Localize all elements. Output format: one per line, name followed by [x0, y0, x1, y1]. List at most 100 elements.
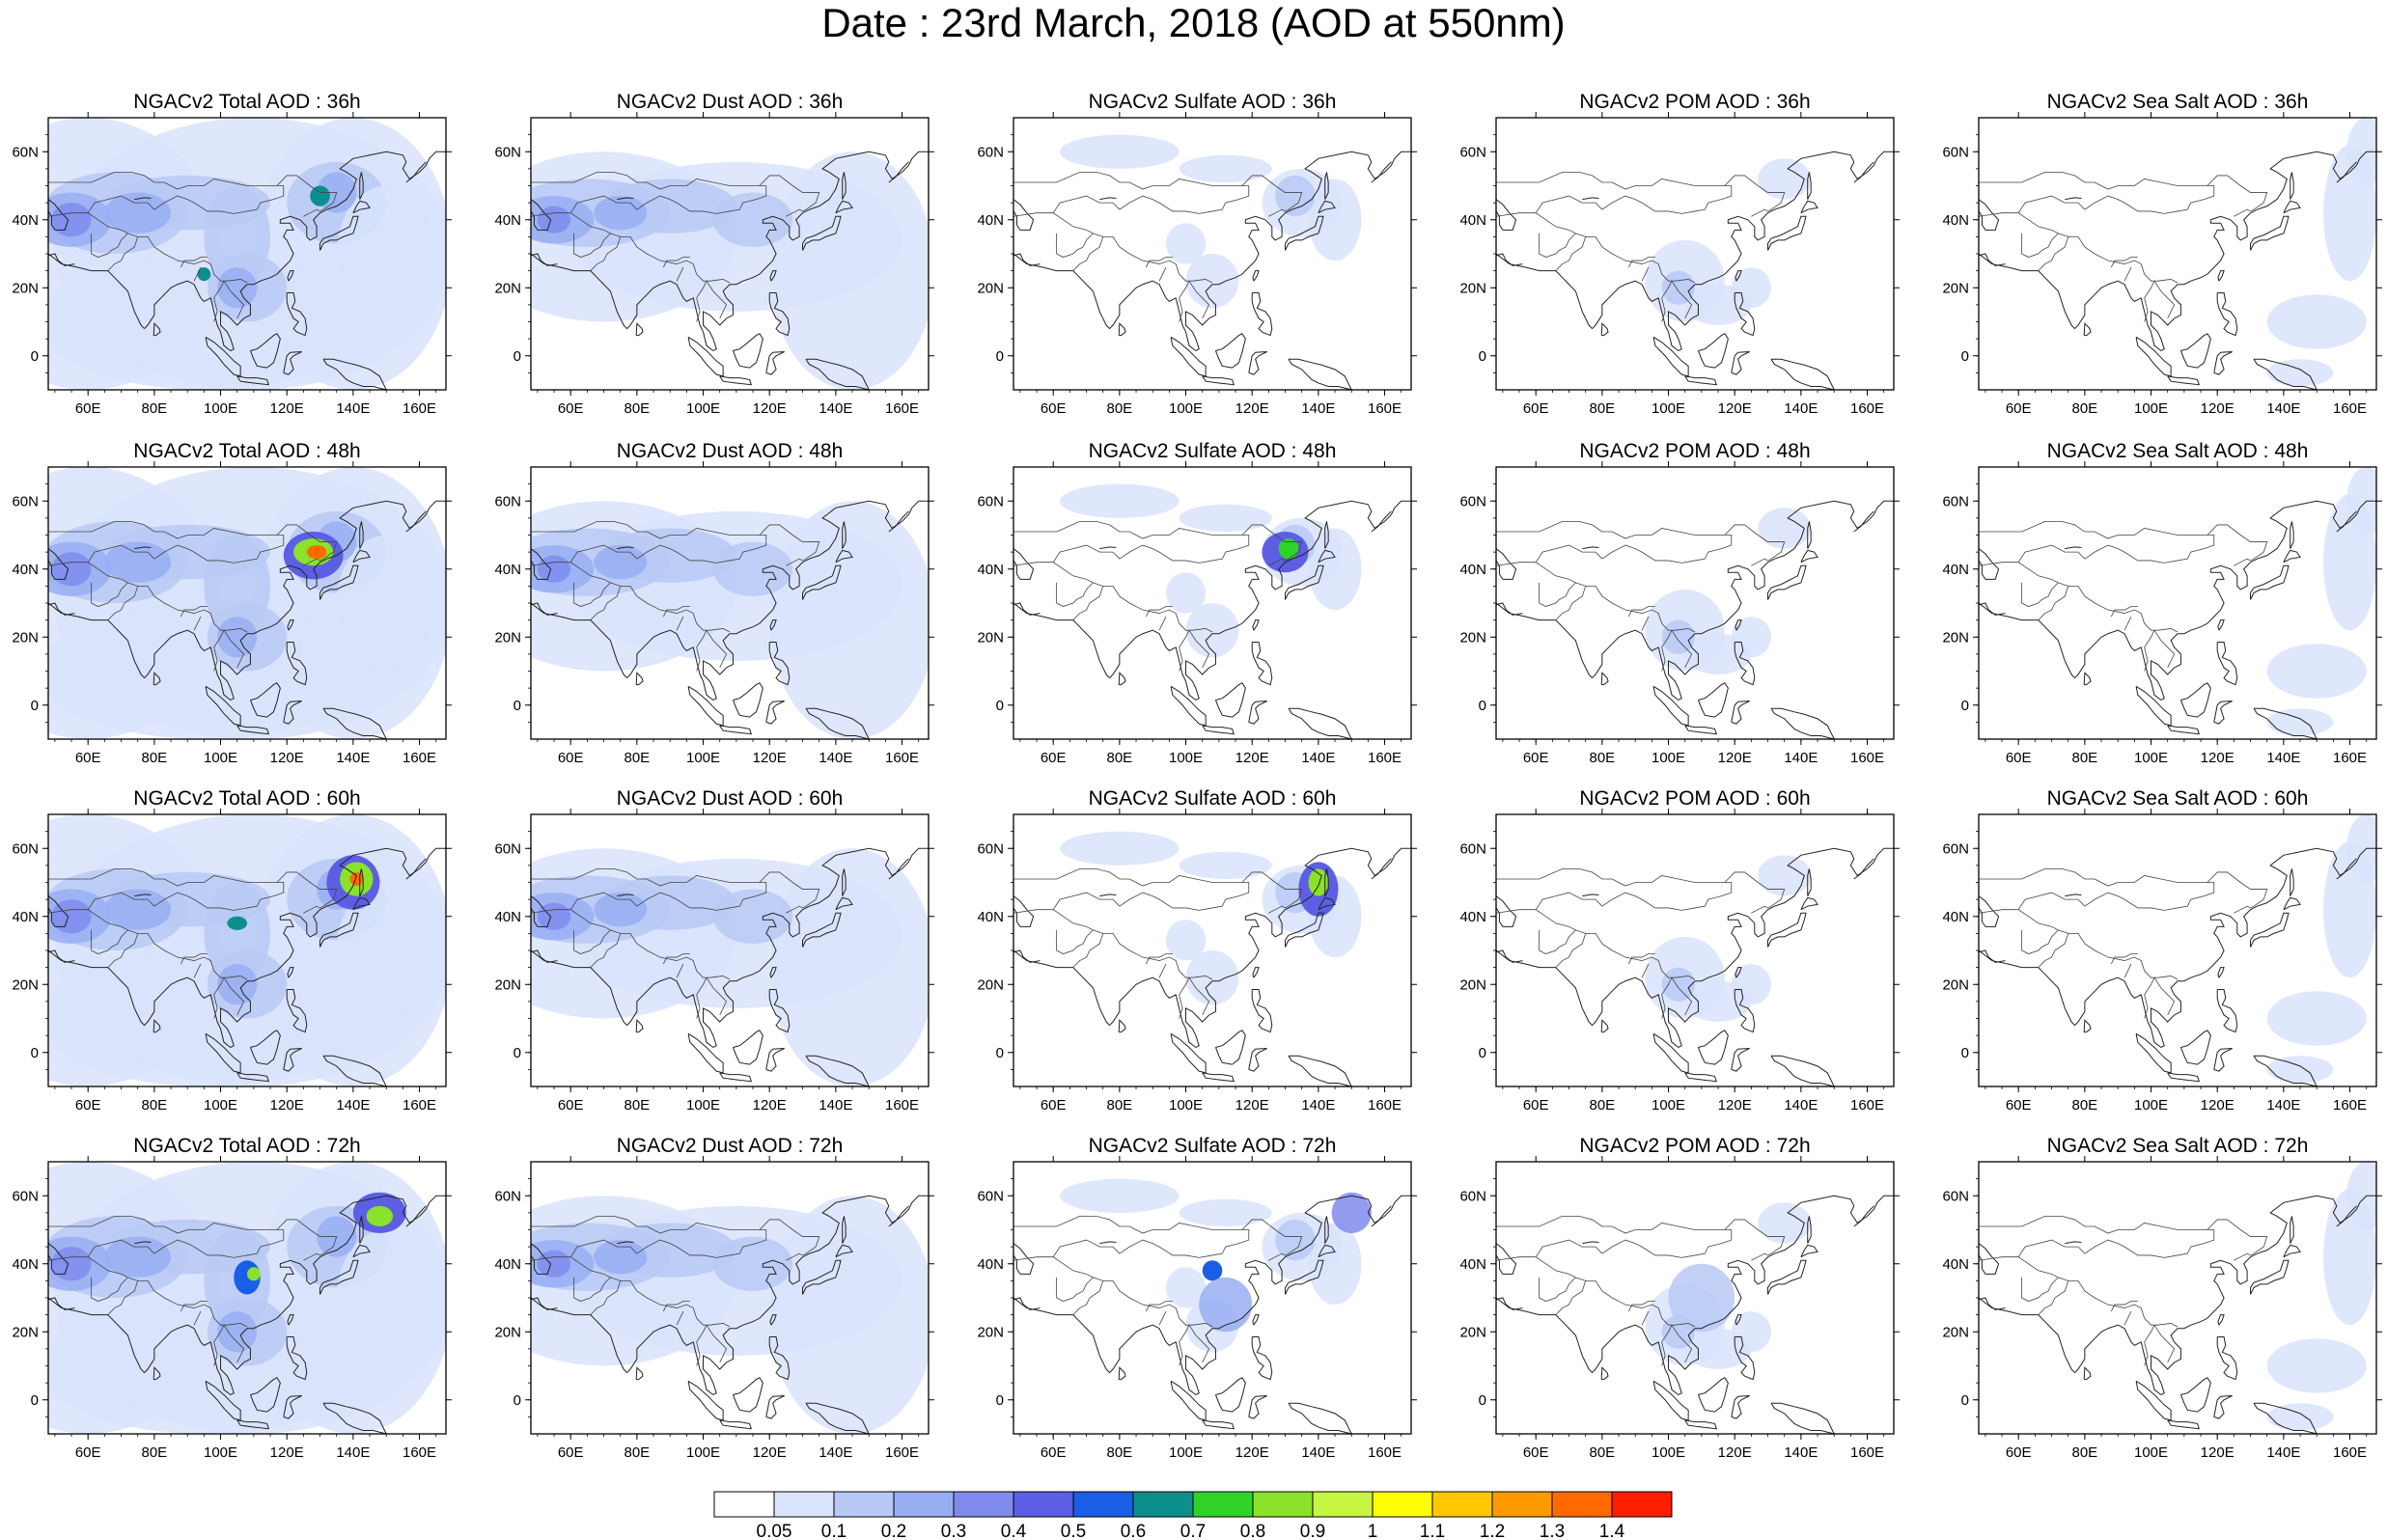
- country-border: [1535, 892, 1603, 910]
- map-panel-dust-11: NGACv2 Dust AOD : 60h 60E 80E 100E 120E 140E 1…: [494, 787, 934, 1114]
- lon-tick-label: 100E: [1651, 400, 1685, 417]
- lat-tick-label: 0: [1961, 698, 1969, 714]
- lon-tick-label: 80E: [1107, 1444, 1133, 1461]
- aod-blob: [712, 889, 793, 944]
- lat-tick-label: 40N: [977, 909, 1004, 925]
- coastline: [1214, 333, 1246, 369]
- lon-tick-label: 120E: [1718, 1444, 1752, 1461]
- coastline: [1099, 197, 1117, 201]
- country-border: [2153, 280, 2176, 319]
- lon-tick-label: 160E: [2333, 750, 2367, 766]
- country-border: [531, 1256, 731, 1328]
- lat-tick-label: 60N: [494, 144, 521, 160]
- coastline: [286, 642, 308, 686]
- coastline: [1684, 1072, 1718, 1083]
- coastline: [1652, 1380, 1689, 1421]
- coastline: [2253, 707, 2318, 739]
- coastline: [835, 549, 853, 564]
- lon-tick-label: 60E: [558, 1097, 584, 1114]
- lon-tick-label: 120E: [1235, 750, 1269, 766]
- coastline: [1731, 351, 1750, 375]
- lon-tick-label: 120E: [1718, 400, 1752, 417]
- country-border: [1671, 280, 1693, 319]
- lat-tick-label: 60N: [12, 1188, 39, 1204]
- lon-tick-label: 160E: [1368, 1444, 1402, 1461]
- country-border: [1751, 208, 1768, 217]
- aod-blob: [217, 267, 258, 309]
- country-border: [2017, 544, 2086, 563]
- lon-tick-label: 120E: [270, 1444, 304, 1461]
- lon-tick-label: 100E: [1169, 400, 1203, 417]
- aod-blob: [1179, 154, 1272, 182]
- coastline: [1652, 336, 1689, 377]
- colorbar-label: 0.1: [821, 1522, 847, 1540]
- coastline: [283, 1395, 302, 1419]
- lat-tick-label: 20N: [1459, 629, 1486, 646]
- lat-tick-label: 40N: [1459, 1256, 1486, 1273]
- lat-tick-label: 0: [1961, 1045, 1969, 1061]
- aod-blob: [336, 1229, 436, 1366]
- country-border: [1496, 562, 1696, 633]
- coastline: [2250, 912, 2290, 948]
- coastline: [1013, 847, 1411, 1049]
- country-border: [1496, 1256, 1696, 1328]
- coastline: [1731, 701, 1750, 725]
- coastline: [1800, 1244, 1818, 1258]
- country-border: [1601, 185, 1733, 214]
- lat-tick-label: 40N: [1459, 212, 1486, 229]
- lat-tick-label: 20N: [1942, 1324, 1969, 1340]
- lon-tick-label: 100E: [1169, 1444, 1203, 1461]
- colorbar-label: 1: [1368, 1522, 1378, 1540]
- coastline: [2217, 1314, 2225, 1326]
- aod-blob: [1179, 504, 1272, 532]
- coastline: [732, 333, 763, 369]
- aod-blob: [2346, 118, 2376, 186]
- country-border: [531, 1216, 820, 1256]
- colorbar-swatch: [1072, 1491, 1134, 1518]
- lon-tick-label: 60E: [1523, 1444, 1549, 1461]
- country-border: [569, 1239, 638, 1257]
- colorbar-label: 0.5: [1061, 1522, 1086, 1540]
- coastline: [286, 989, 308, 1033]
- lon-tick-label: 120E: [753, 1097, 787, 1114]
- lat-tick-label: 60N: [12, 144, 39, 160]
- lon-tick-label: 80E: [625, 1097, 651, 1114]
- aod-blob: [1199, 1277, 1253, 1333]
- country-border: [1188, 1324, 1210, 1363]
- lat-tick-label: 60N: [1942, 144, 1969, 160]
- aod-blob: [1165, 920, 1207, 961]
- country-border: [676, 1310, 684, 1326]
- coastline: [732, 682, 763, 718]
- colorbar-label: 1.3: [1540, 1522, 1565, 1540]
- coastline: [842, 172, 847, 200]
- map-panel-seasalt-9: NGACv2 Sea Salt AOD : 48h 60E 80E 100E 120E 1…: [1942, 440, 2382, 766]
- country-border: [223, 280, 245, 319]
- lat-tick-label: 60N: [1459, 493, 1486, 509]
- country-border: [1496, 521, 1786, 562]
- coastline: [1324, 172, 1329, 200]
- lon-tick-label: 80E: [2072, 1097, 2098, 1114]
- lon-tick-label: 120E: [270, 400, 304, 417]
- lon-tick-label: 60E: [75, 1097, 101, 1114]
- colorbar-swatch: [1132, 1491, 1194, 1518]
- country-border: [1052, 195, 1121, 213]
- country-border: [1979, 562, 2179, 633]
- lon-tick-label: 120E: [2201, 750, 2234, 766]
- coastline: [617, 894, 634, 897]
- coastline: [48, 949, 75, 963]
- country-border: [1052, 892, 1121, 910]
- coastline: [1013, 1195, 1411, 1396]
- aod-blob: [1331, 1192, 1372, 1234]
- aod-blob: [104, 889, 172, 930]
- lon-tick-label: 100E: [686, 1444, 720, 1461]
- country-border: [1979, 521, 2268, 562]
- colorbar-swatch: [713, 1491, 775, 1518]
- coastline: [405, 858, 427, 880]
- coastline: [1118, 1366, 1126, 1381]
- aod-blob: [1275, 175, 1316, 217]
- map-panel-pom-8: NGACv2 POM AOD : 48h 60E 80E 100E 120E 140E 16…: [1459, 440, 1900, 766]
- country-border: [2144, 281, 2155, 322]
- map-panel-dust-6: NGACv2 Dust AOD : 48h 60E 80E 100E 120E 140E 1…: [494, 440, 934, 766]
- country-border: [1268, 905, 1286, 914]
